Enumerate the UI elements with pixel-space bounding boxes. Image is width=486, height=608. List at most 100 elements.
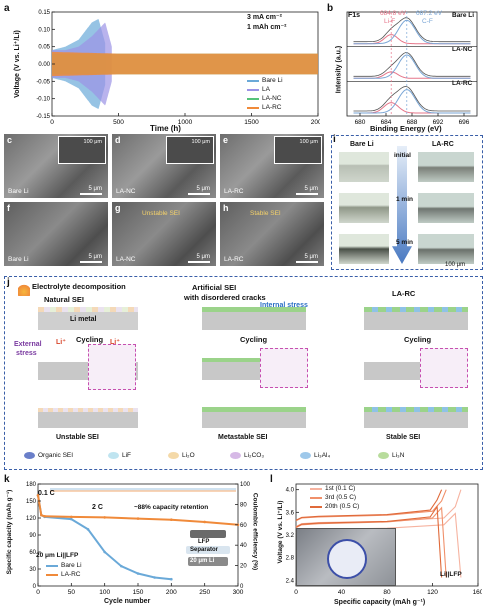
x-tick-label: 150	[133, 589, 144, 596]
series-band-la-rc	[52, 51, 318, 77]
j-right-li-1	[364, 312, 468, 330]
data-point	[136, 517, 140, 520]
xps-envelope	[353, 86, 471, 112]
j-li-plus-2: Li⁺	[110, 339, 120, 346]
j-right-zoom	[420, 348, 468, 388]
sem-scale: 5 μm	[304, 186, 318, 192]
data-point	[170, 577, 173, 581]
k-schematic-lfp-label: LFP	[198, 539, 210, 545]
k-schematic-li-label: 20 μm Li	[190, 558, 215, 564]
panel-b-xlabel: Binding Energy (eV)	[370, 124, 442, 133]
y-tick-label: 0.05	[38, 45, 50, 51]
sem-panel-d: d LA-NC 5 μm 100 μm	[112, 134, 216, 198]
panel-k-rate2: 2 C	[92, 504, 103, 511]
cf-component	[353, 89, 471, 114]
panel-b-label-bare-li: Bare Li	[452, 12, 475, 19]
data-point	[103, 550, 106, 554]
panel-b-chart: 680 684 688 692 696	[346, 11, 478, 126]
sem-scale: 5 μm	[88, 186, 102, 192]
j-right-li-3	[364, 412, 468, 428]
panel-i-scale: 100 μm	[445, 262, 466, 268]
data-point	[43, 515, 46, 518]
j-mid-zoom	[260, 348, 308, 388]
j-mid-sei-2	[202, 358, 306, 362]
cf-component	[353, 54, 471, 79]
xps-envelope	[353, 17, 471, 43]
panel-k-ylabel-left: Specific capacity (mAh g⁻¹)	[6, 489, 13, 575]
sem-scale-bar	[188, 193, 210, 195]
j-legend-li3n: Li₃N	[378, 452, 404, 459]
j-internal-stress: Internal stress	[260, 302, 308, 309]
y-tick-label: 120	[26, 516, 37, 522]
k-schematic-li	[188, 557, 228, 566]
sem-panel-g: g LA-NC 5 μm Unstable SEI	[112, 202, 216, 266]
panel-k-rate1: 0.1 C	[38, 490, 55, 497]
sem-panel-c: c Bare Li 5 μm 100 μm	[4, 134, 108, 198]
j-legend-li2co3: Li₂CO₃	[230, 452, 264, 459]
y-tick-label: 150	[26, 499, 37, 505]
panel-k-cell: 20 μm Li||LFP	[36, 552, 79, 559]
photo-bare-li-initial	[339, 152, 389, 182]
ce-band-bare-li	[50, 488, 236, 491]
panel-b-peak-lif-name: Li-F	[384, 18, 396, 25]
k-schematic-separator	[186, 546, 230, 554]
x-tick-label: 40	[338, 589, 346, 596]
legend-item-la-rc: LA-RC	[247, 103, 283, 112]
x-tick-label: 0	[294, 589, 298, 596]
j-li-metal-3	[38, 412, 138, 428]
panel-b-label-la-nc: LA-NC	[452, 46, 473, 53]
data-point	[86, 528, 90, 531]
y2-tick-label: 80	[240, 502, 247, 508]
legend-swatch-la-rc	[247, 106, 259, 109]
x-tick-label: 1000	[178, 119, 193, 126]
panel-l-chart: 0 40 80 120 160 4.0 3.6 3.2 2.8 2.4	[286, 483, 482, 596]
data-point	[70, 515, 73, 519]
j-legend-li2o: Li₂O	[168, 452, 195, 459]
j-li-plus-1: Li⁺	[56, 339, 66, 346]
sem-scale: 5 μm	[88, 254, 102, 260]
panel-l-cell: Li||LFP	[440, 571, 462, 578]
sem-scale: 5 μm	[304, 254, 318, 260]
panel-letter-l: l	[270, 474, 273, 485]
x-tick-label: 160	[473, 589, 482, 596]
data-point	[170, 518, 173, 521]
panel-letter-j: j	[7, 277, 10, 288]
x-tick-label: 692	[433, 119, 444, 126]
sem-letter: e	[223, 135, 229, 145]
j-artificial-2: with disordered cracks	[184, 293, 266, 302]
j-natural-label: Natural SEI	[44, 295, 85, 304]
panel-i-col2: LA-RC	[432, 141, 454, 148]
panel-i-arrow	[392, 146, 412, 264]
x-tick-label: 100	[99, 589, 110, 596]
lif-component	[353, 102, 471, 114]
k-legend-la-rc: LA-RC	[46, 570, 82, 579]
legend-swatch-la-nc	[247, 97, 259, 100]
panel-i-row-initial: initial	[394, 152, 411, 159]
l-legend-1st: 1st (0.1 C)	[310, 484, 359, 493]
y2-tick-label: 40	[240, 543, 247, 549]
y-tick-label: 180	[26, 482, 37, 488]
j-sei-1	[38, 307, 138, 312]
panel-letter-b: b	[327, 3, 334, 14]
j-dendrite-zoom-1	[88, 344, 136, 390]
j-mid-li-1	[202, 312, 306, 330]
sem-inset: 100 μm	[58, 136, 106, 164]
panel-b-ylabel: Intensity (a.u.)	[335, 45, 343, 94]
data-point	[103, 516, 106, 519]
y-tick-label: -0.10	[36, 97, 50, 103]
photo-la-rc-5min	[418, 234, 474, 264]
panel-b-peak-cf: 687.2 eV	[416, 10, 443, 17]
panel-b-frame	[346, 11, 478, 117]
sem-letter: d	[115, 135, 121, 145]
legend-label: LA-NC	[262, 95, 282, 102]
data-point	[120, 564, 123, 568]
sem-letter: c	[7, 135, 13, 145]
j-cycling-2: Cycling	[240, 335, 268, 344]
l-legend-20th: 20th (0.5 C)	[310, 502, 359, 511]
legend-swatch-1st	[310, 487, 322, 490]
panel-a-xlabel: Time (h)	[150, 124, 181, 133]
sem-letter: g	[115, 203, 121, 213]
legend-item-la: LA	[247, 85, 283, 94]
panel-b-title: F1s	[348, 12, 361, 19]
